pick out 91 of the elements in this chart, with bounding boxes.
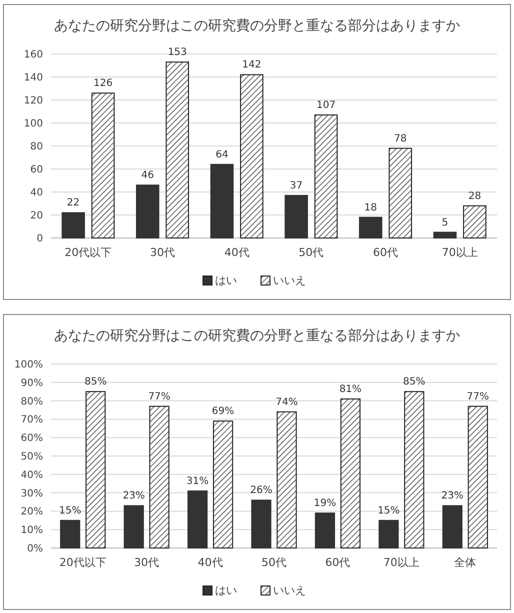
data-label: 28 (468, 190, 482, 202)
legend-label: はい (215, 584, 237, 597)
chart-title: あなたの研究分野はこの研究費の分野と重なる部分はありますか (54, 328, 460, 344)
x-tick-label: 60代 (325, 556, 350, 569)
data-label: 5 (442, 217, 448, 228)
data-label: 74% (276, 396, 298, 408)
data-label: 46 (141, 170, 154, 182)
data-label: 15% (378, 505, 400, 516)
x-tick-label: 20代以下 (64, 246, 112, 259)
bar (86, 391, 106, 548)
data-label: 142 (242, 60, 262, 71)
x-tick-label: 50代 (298, 246, 324, 259)
legend-label: いいえ (273, 274, 306, 287)
y-tick-label: 80 (30, 142, 43, 152)
bar (149, 406, 170, 548)
data-label: 15% (58, 505, 82, 516)
bar (276, 411, 297, 548)
bar (166, 62, 190, 238)
bar (210, 164, 234, 238)
bar (314, 512, 336, 548)
x-tick-label: 20代以下 (59, 556, 106, 569)
data-label: 18 (364, 202, 377, 214)
y-tick-label: 40% (20, 470, 43, 481)
bar (378, 520, 399, 548)
data-label: 85% (403, 376, 426, 388)
bar (251, 500, 272, 548)
bar (187, 490, 208, 548)
data-label: 81% (339, 384, 362, 395)
y-tick-label: 0% (27, 544, 43, 554)
x-tick-label: 70以上 (383, 556, 420, 569)
y-tick-label: 40 (30, 188, 43, 198)
bar (284, 194, 308, 238)
data-label: 31% (186, 476, 209, 487)
data-label: 64 (216, 149, 228, 160)
y-tick-label: 60 (30, 164, 43, 176)
bar (388, 148, 412, 238)
bar (60, 520, 80, 548)
y-tick-label: 90% (20, 378, 43, 389)
bar (124, 505, 144, 548)
data-label: 22 (66, 198, 80, 209)
y-tick-label: 140 (24, 72, 43, 84)
data-label: 23% (441, 490, 464, 502)
y-tick-label: 20% (20, 506, 43, 518)
data-label: 85% (84, 376, 107, 388)
data-label: 107 (316, 100, 336, 111)
y-tick-label: 160 (24, 50, 43, 60)
bar (358, 216, 382, 238)
data-label: 153 (168, 47, 187, 58)
data-label: 78 (394, 133, 407, 144)
x-tick-label: 70以上 (442, 246, 478, 259)
bar (442, 505, 462, 548)
bar (340, 398, 361, 548)
y-tick-label: 30% (20, 488, 43, 500)
data-label: 126 (93, 78, 113, 90)
data-label: 37 (290, 180, 303, 192)
bar (212, 420, 234, 548)
bar (404, 391, 424, 548)
y-tick-label: 80% (20, 396, 43, 408)
legend-label: はい (215, 274, 237, 287)
x-tick-label: 60代 (373, 246, 398, 259)
bar (240, 74, 264, 238)
y-tick-label: 20 (30, 210, 43, 222)
data-label: 23% (122, 490, 145, 502)
bar (433, 232, 457, 238)
data-label: 69% (212, 406, 234, 418)
y-tick-label: 0 (36, 234, 43, 244)
y-tick-label: 50% (20, 452, 43, 462)
y-tick-label: 100 (24, 118, 43, 130)
x-tick-label: 全体 (454, 556, 476, 569)
bar (136, 184, 160, 238)
y-tick-label: 70% (20, 414, 43, 426)
y-tick-label: 10% (20, 525, 43, 536)
bar (62, 212, 85, 238)
data-label: 77% (148, 391, 170, 402)
bar (91, 92, 115, 238)
data-label: 19% (314, 498, 336, 510)
bar (314, 114, 338, 238)
data-label: 77% (466, 391, 490, 402)
x-tick-label: 30代 (150, 246, 175, 259)
x-tick-label: 40代 (198, 556, 223, 569)
x-tick-label: 40代 (224, 246, 250, 259)
y-tick-label: 120 (24, 96, 43, 106)
x-tick-label: 30代 (134, 556, 160, 569)
bar (468, 406, 488, 548)
bar (463, 205, 486, 238)
legend-label: いいえ (273, 584, 306, 597)
data-label: 26% (250, 485, 272, 496)
chart-title: あなたの研究分野はこの研究費の分野と重なる部分はありますか (54, 18, 460, 34)
x-tick-label: 50代 (262, 556, 286, 569)
y-tick-label: 100% (14, 360, 43, 370)
y-tick-label: 60% (20, 433, 43, 444)
